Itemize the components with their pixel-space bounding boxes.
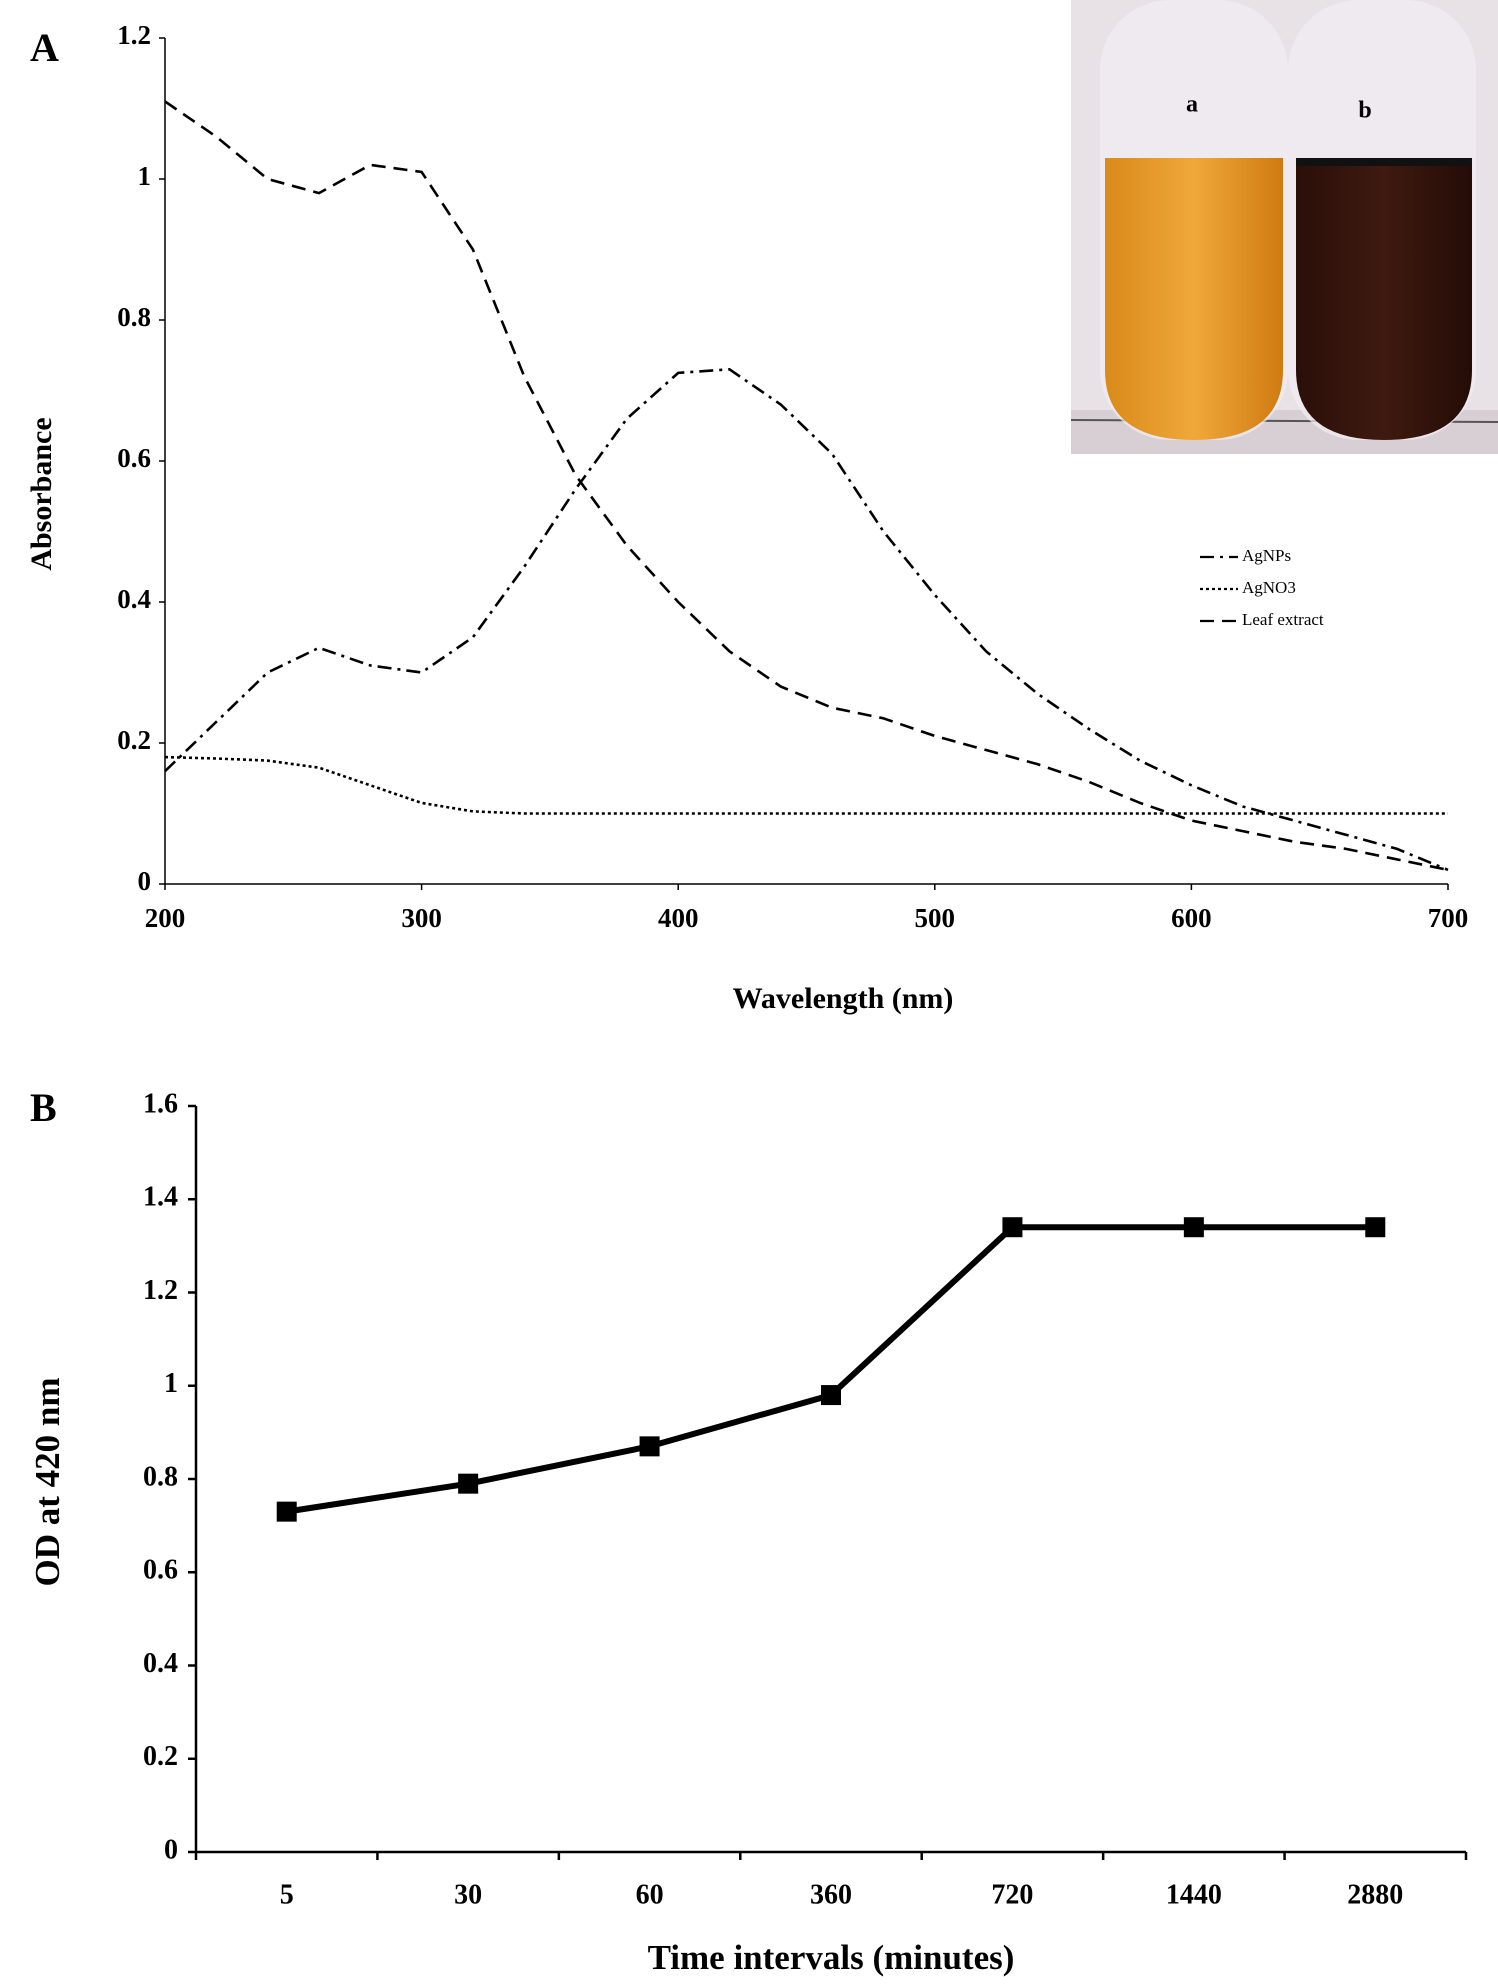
legend-label: AgNPs [1242, 546, 1291, 565]
y-tick-label: 0 [164, 1834, 178, 1865]
inset-label: b [1358, 98, 1371, 124]
y-tick-label: 0.2 [117, 725, 151, 755]
marker [1365, 1217, 1386, 1238]
data-line [164, 368, 1449, 872]
y-tick-label: 0.6 [117, 443, 151, 473]
inset-label: a [1186, 92, 1198, 118]
y-tick-label: 0.4 [143, 1648, 178, 1679]
marker [821, 1385, 841, 1406]
marker [458, 1473, 479, 1494]
x-tick-label: 1440 [1166, 1879, 1222, 1910]
y-tick-label: 0.8 [117, 302, 151, 332]
x-tick-label: 600 [1171, 903, 1212, 933]
data-line [164, 100, 1449, 872]
x-tick-label: 200 [145, 903, 186, 933]
x-tick-label: 400 [658, 903, 699, 933]
marker [639, 1436, 660, 1457]
y-axis-title: OD at 420 nm [28, 1377, 67, 1586]
y-tick-label: 0 [138, 866, 152, 896]
marker [276, 1501, 297, 1522]
y-tick-label: 1 [138, 161, 152, 191]
legend-label: AgNO3 [1242, 578, 1296, 597]
marker [1183, 1217, 1204, 1238]
y-tick-label: 0.2 [143, 1741, 178, 1772]
panel-label: A [30, 25, 59, 70]
x-tick-label: 2880 [1347, 1879, 1403, 1910]
y-tick-label: 1.6 [143, 1088, 178, 1119]
x-tick-label: 500 [915, 903, 956, 933]
inset-photo [1070, 0, 1498, 454]
marker [1002, 1217, 1023, 1238]
data-line [286, 1224, 1376, 1515]
x-tick-label: 700 [1428, 903, 1469, 933]
y-axis-title: Absorbance [25, 417, 58, 570]
y-tick-label: 1.4 [143, 1182, 178, 1213]
x-tick-label: 5 [280, 1879, 294, 1910]
x-tick-label: 360 [810, 1879, 852, 1910]
x-axis-title: Wavelength (nm) [733, 982, 954, 1015]
panel-label: B [30, 1085, 57, 1130]
y-tick-label: 0.8 [143, 1461, 178, 1492]
data-line [164, 755, 1448, 815]
legend-label: Leaf extract [1242, 610, 1324, 629]
x-axis-title: Time intervals (minutes) [648, 1938, 1015, 1977]
y-tick-label: 1.2 [143, 1275, 178, 1306]
x-tick-label: 720 [991, 1879, 1033, 1910]
y-tick-label: 0.4 [117, 584, 151, 614]
y-tick-label: 1 [164, 1368, 178, 1399]
x-tick-label: 60 [636, 1879, 664, 1910]
y-tick-label: 1.2 [117, 20, 151, 50]
x-tick-label: 300 [401, 903, 442, 933]
x-tick-label: 30 [454, 1879, 482, 1910]
y-tick-label: 0.6 [143, 1555, 178, 1586]
